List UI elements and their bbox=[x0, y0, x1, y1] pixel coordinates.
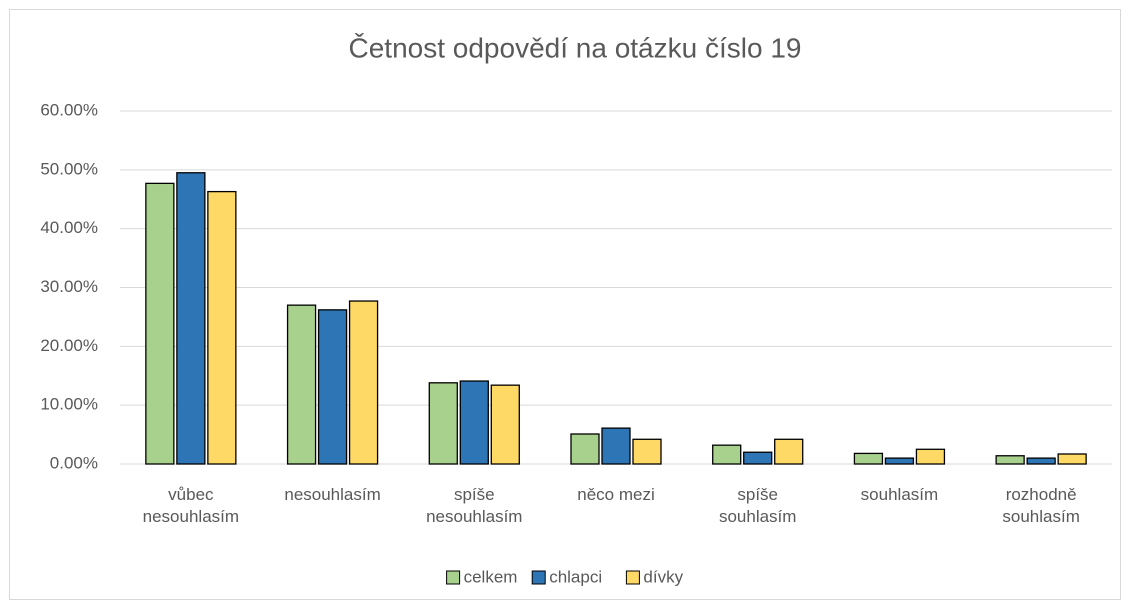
bar bbox=[348, 300, 379, 465]
bar bbox=[995, 455, 1025, 465]
x-tick-label: nesouhlasím bbox=[284, 485, 381, 504]
bar bbox=[853, 452, 884, 465]
chart-title: Četnost odpovědí na otázku číslo 19 bbox=[349, 32, 802, 63]
legend-swatch bbox=[625, 570, 640, 585]
legend-label: chlapci bbox=[549, 567, 602, 586]
y-tick-label: 10.00% bbox=[40, 395, 98, 414]
x-tick-label: spíše nesouhlasím bbox=[426, 485, 523, 526]
y-tick-label: 20.00% bbox=[40, 336, 98, 355]
bar bbox=[884, 457, 915, 465]
bar bbox=[490, 384, 520, 465]
x-tick-label: něco mezi bbox=[577, 485, 655, 504]
bar bbox=[176, 172, 206, 465]
y-tick-label: 0.00% bbox=[50, 453, 98, 472]
bar bbox=[915, 448, 946, 465]
bar bbox=[712, 444, 742, 465]
bar bbox=[1026, 457, 1056, 465]
bar bbox=[428, 382, 458, 465]
x-tick-label: spíše souhlasím bbox=[718, 485, 797, 526]
y-tick-label: 40.00% bbox=[40, 218, 98, 237]
bar bbox=[632, 438, 662, 465]
x-tick-label: souhlasím bbox=[860, 485, 939, 504]
bar bbox=[145, 182, 175, 465]
legend-label: dívky bbox=[643, 567, 683, 586]
y-tick-label: 30.00% bbox=[40, 277, 98, 296]
bar bbox=[743, 451, 773, 465]
y-tick-label: 50.00% bbox=[40, 159, 98, 178]
legend-label: celkem bbox=[464, 567, 518, 586]
bar bbox=[207, 190, 237, 465]
bar bbox=[286, 304, 317, 465]
bar bbox=[570, 433, 600, 465]
x-tick-label: rozhodně souhlasím bbox=[1002, 485, 1080, 526]
x-tick-label: vůbec nesouhlasím bbox=[142, 485, 240, 526]
bar bbox=[774, 438, 804, 465]
legend-swatch bbox=[446, 570, 461, 585]
bar bbox=[317, 309, 348, 465]
bar bbox=[459, 380, 489, 465]
y-tick-label: 60.00% bbox=[40, 100, 98, 119]
bar bbox=[601, 427, 631, 465]
bar bbox=[1057, 453, 1087, 465]
legend-swatch bbox=[531, 570, 546, 585]
